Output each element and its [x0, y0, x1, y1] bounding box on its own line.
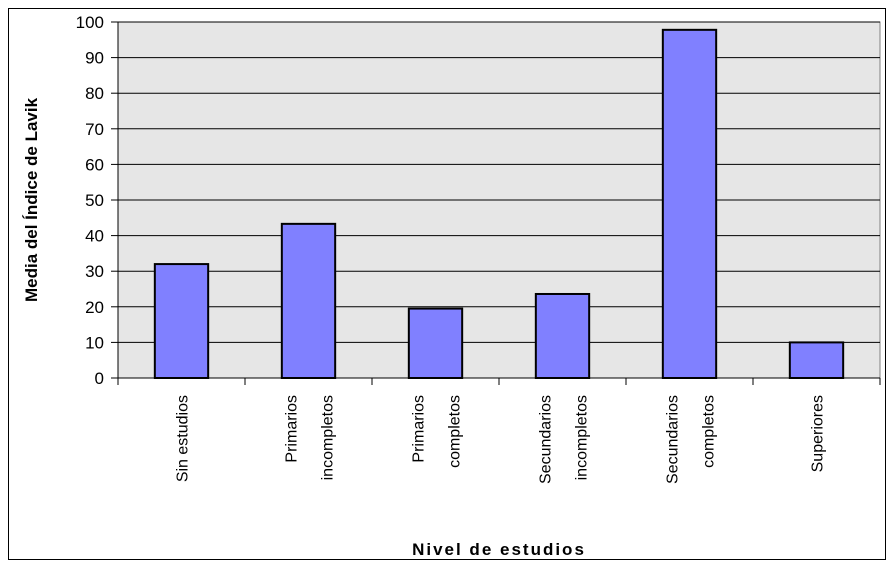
x-tick-label: Superiores	[810, 395, 827, 472]
x-tick-label: Sin estudios	[175, 395, 192, 482]
bar	[153, 263, 210, 379]
bar	[407, 307, 464, 379]
y-tick-label: 0	[95, 369, 104, 388]
y-tick-label: 30	[85, 262, 104, 281]
y-tick-label: 70	[85, 120, 104, 139]
x-tick-label: incompletos	[574, 395, 591, 480]
y-axis-title: Media del Índice de Lavik	[22, 97, 41, 302]
y-tick-label: 20	[85, 298, 104, 317]
bar	[534, 292, 591, 380]
x-tick-label: Secundarios	[538, 395, 555, 484]
x-tick-label: Primarios	[411, 395, 428, 463]
x-tick-label: incompletos	[320, 395, 337, 480]
bar	[661, 28, 718, 379]
x-tick-labels: Sin estudios Primarios incompletos Primario…	[175, 395, 827, 484]
bar	[788, 341, 845, 379]
y-tick-label: 40	[85, 227, 104, 246]
y-tick-labels: 0 10 20 30 40 50 60 70 80 90 100	[76, 13, 104, 388]
x-tick-label: Secundarios	[665, 395, 682, 484]
y-tick-label: 10	[85, 333, 104, 352]
y-tick-label: 80	[85, 84, 104, 103]
y-tick-label: 60	[85, 155, 104, 174]
y-tick-label: 50	[85, 191, 104, 210]
axes	[111, 21, 881, 385]
bar	[280, 222, 337, 379]
gridlines	[118, 21, 880, 343]
x-tick-label: Primarios	[284, 395, 301, 463]
y-tick-label: 100	[76, 13, 104, 32]
y-tick-label: 90	[85, 49, 104, 68]
x-axis-title: Nivel de estudios	[412, 540, 586, 559]
x-tick-label: completos	[701, 395, 718, 468]
x-tick-label: completos	[447, 395, 464, 468]
